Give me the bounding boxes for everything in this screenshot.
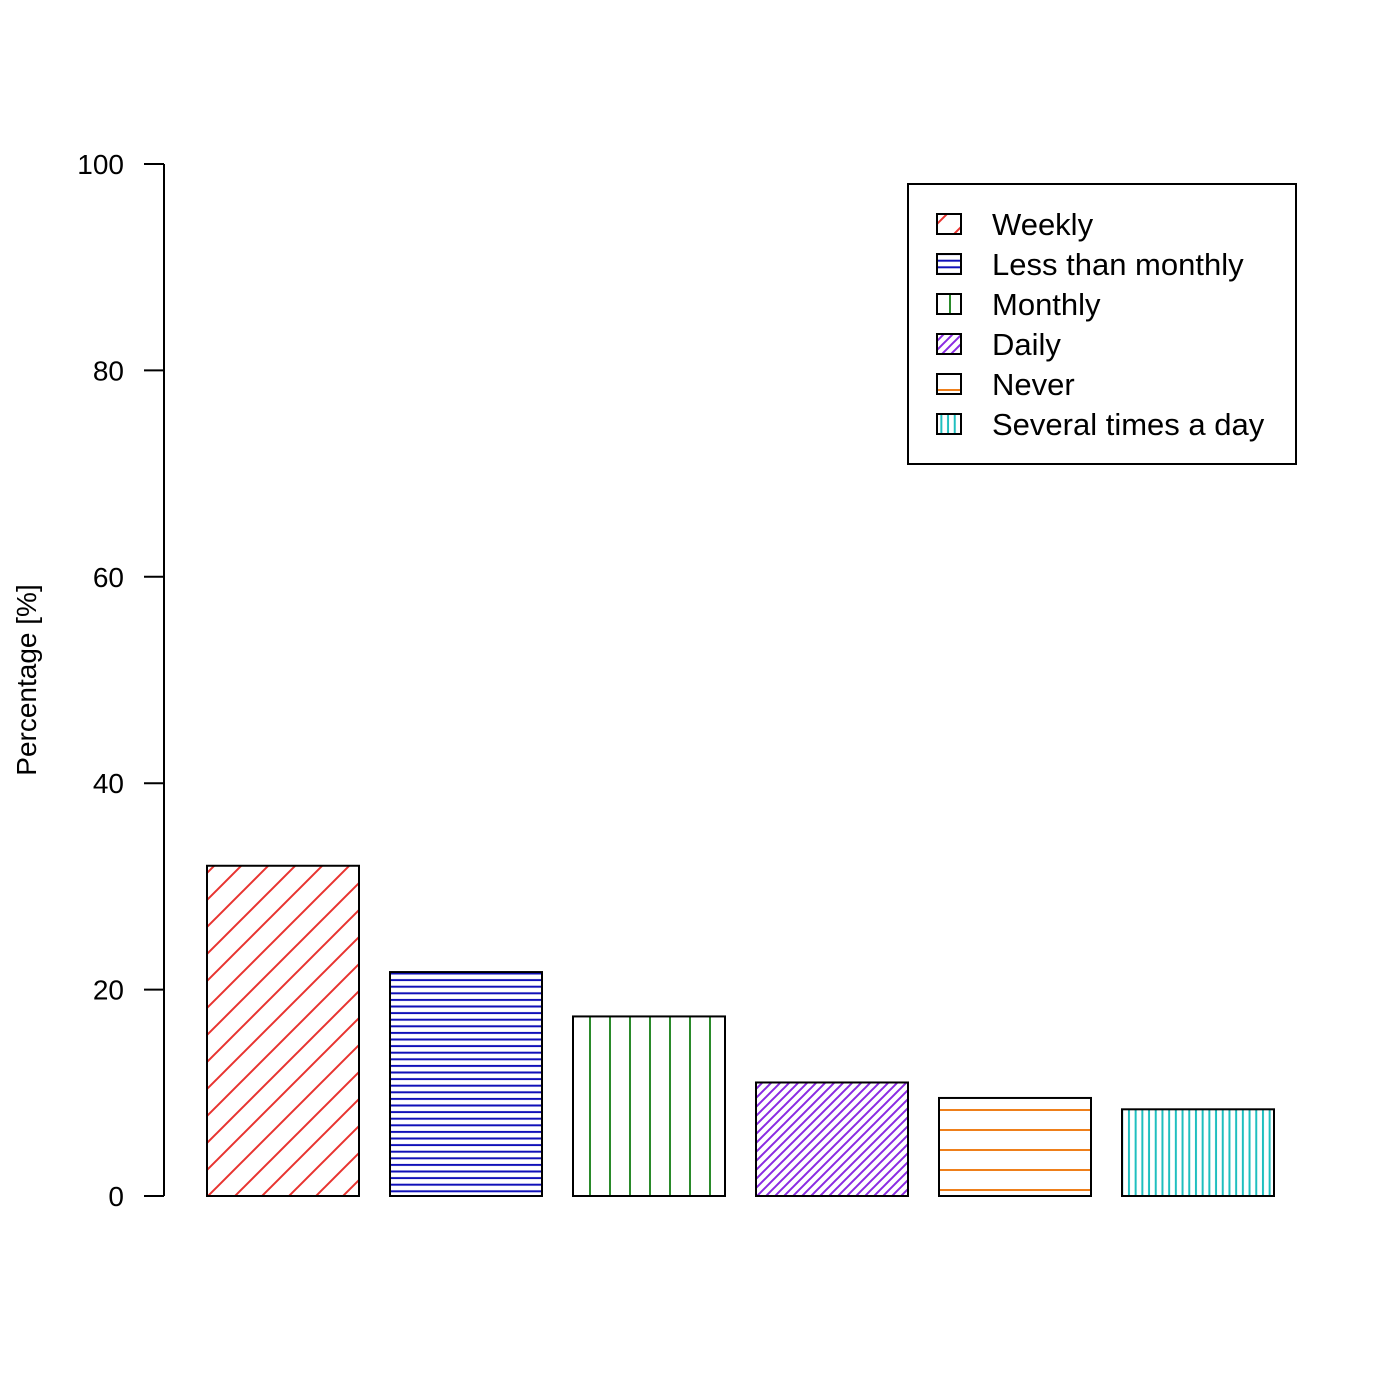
bar-weekly — [206, 864, 360, 1197]
legend-swatch-several-times-a-day — [936, 413, 962, 435]
bar-several-times-a-day — [1121, 1108, 1275, 1198]
y-tick-label: 0 — [108, 1181, 124, 1212]
legend-label-several-times-a-day: Several times a day — [992, 407, 1265, 442]
y-axis: 0 20 40 60 80 100 — [77, 149, 165, 1212]
legend-label-never: Never — [992, 367, 1075, 402]
bars — [206, 864, 1275, 1198]
bar-monthly — [572, 1015, 726, 1197]
legend-label-weekly: Weekly — [992, 207, 1094, 242]
y-tick-label: 80 — [93, 355, 124, 386]
legend-box — [907, 183, 1297, 465]
legend-swatch-never — [936, 373, 962, 395]
legend-label-monthly: Monthly — [992, 287, 1101, 322]
legend-label-less-than-monthly: Less than monthly — [992, 247, 1244, 282]
bar-daily — [755, 1081, 909, 1197]
y-tick-label: 100 — [77, 149, 124, 180]
y-tick-label: 40 — [93, 768, 124, 799]
bar-less-than-monthly — [389, 971, 543, 1198]
legend: Weekly Less than monthly Monthly Daily Never… — [907, 183, 1297, 465]
legend-swatch-monthly — [936, 293, 962, 315]
legend-swatch-daily — [936, 333, 962, 355]
bar-never — [938, 1096, 1092, 1197]
legend-label-daily: Daily — [992, 327, 1061, 362]
legend-swatch-less-than-monthly — [936, 253, 962, 275]
y-tick-label: 20 — [93, 975, 124, 1006]
y-tick-label: 60 — [93, 562, 124, 593]
y-axis-label: Percentage [%] — [11, 584, 42, 775]
legend-swatch-weekly — [936, 213, 962, 235]
